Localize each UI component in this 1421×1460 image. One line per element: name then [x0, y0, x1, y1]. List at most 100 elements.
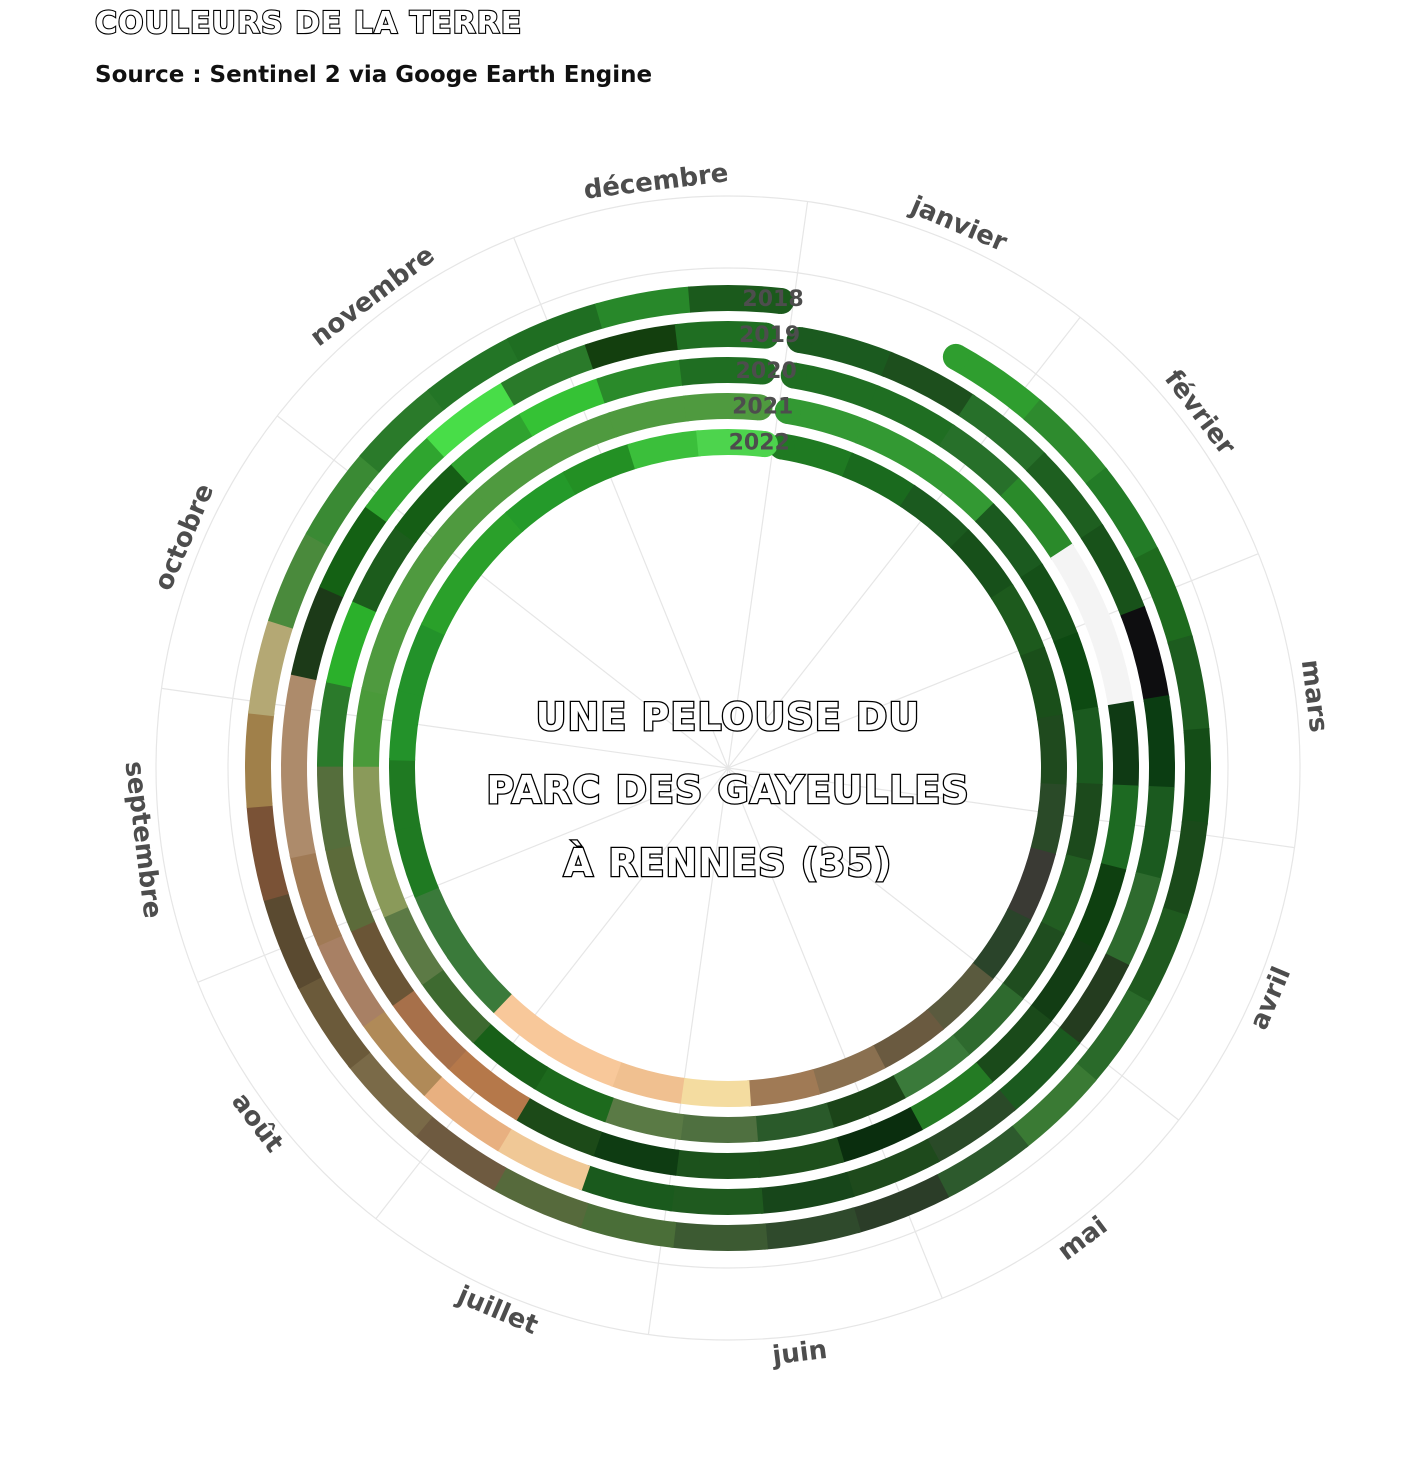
- ring-segment: [997, 1027, 1081, 1112]
- ring-segment: [281, 763, 316, 859]
- ring-segment: [422, 1074, 512, 1152]
- ring-segment: [450, 412, 535, 484]
- ring-segment: [1037, 714, 1067, 787]
- ring-segment: [391, 988, 467, 1070]
- ring-segment: [389, 688, 424, 762]
- month-label: mars: [1295, 658, 1334, 734]
- month-label: décembre: [582, 158, 730, 206]
- ring-segment: [317, 763, 351, 851]
- ring-segment: [383, 904, 444, 985]
- ring-segment: [246, 802, 289, 902]
- year-ring: [245, 285, 1211, 1251]
- ring-segment: [352, 525, 418, 613]
- ring-start-cap: [774, 397, 801, 424]
- ring-segment: [850, 1174, 950, 1234]
- grid-circle: [155, 195, 1301, 1341]
- ring-segment: [668, 1185, 764, 1215]
- year-ring: [317, 357, 1139, 1179]
- ring-segment: [610, 1061, 685, 1104]
- ring-segment: [1080, 523, 1146, 619]
- ring-segment: [365, 435, 447, 523]
- ring-segment: [678, 1113, 759, 1143]
- ring-segment: [1100, 784, 1139, 873]
- ring-segment: [1053, 632, 1099, 714]
- ring-segment: [1072, 862, 1127, 952]
- month-label: février: [1158, 364, 1241, 461]
- ring-segment: [924, 1089, 1017, 1164]
- ring-segment: [1135, 785, 1175, 882]
- ring-segment: [881, 351, 976, 418]
- ring-segment: [397, 622, 446, 697]
- ring-segment: [1050, 543, 1113, 632]
- ring-segment: [577, 1202, 677, 1248]
- ring-segment: [1162, 819, 1208, 919]
- ring-segment: [326, 598, 378, 688]
- ring-start-cap: [780, 362, 807, 389]
- ring-segment: [669, 1221, 768, 1251]
- ring-segment: [319, 504, 389, 598]
- ring-segment: [602, 1096, 685, 1141]
- ring-segment: [578, 1164, 676, 1212]
- ring-segment: [1167, 634, 1210, 734]
- ring-segment: [627, 430, 701, 470]
- ring-segment: [1001, 921, 1065, 1001]
- ring-segment: [281, 671, 317, 767]
- ring-segment: [842, 452, 917, 508]
- ring-segment: [446, 1048, 531, 1121]
- ring-segment: [413, 1114, 507, 1191]
- center-line-2: PARC DES GAYEULLES: [486, 768, 969, 812]
- ring-segment: [492, 992, 564, 1057]
- ring-segment: [347, 1049, 433, 1137]
- ring-segment: [1072, 706, 1103, 787]
- ring-segment: [290, 584, 345, 681]
- chart-title: COULEURS DE LA TERRE: [94, 5, 523, 42]
- ring-segment: [1104, 871, 1162, 968]
- ring-segment: [844, 1138, 940, 1198]
- ring-segment: [519, 377, 608, 437]
- ring-segment: [506, 302, 606, 362]
- ring-segment: [245, 709, 275, 808]
- year-label: 2020: [736, 359, 797, 384]
- month-label: janvier: [905, 190, 1011, 258]
- month-label: novembre: [305, 240, 441, 353]
- ring-segment: [305, 453, 382, 547]
- ring-segment: [891, 1034, 970, 1100]
- ring-segment: [423, 489, 495, 565]
- ring-segment: [446, 942, 512, 1014]
- ring-segment: [1126, 907, 1189, 1006]
- ring-end-cap: [749, 358, 776, 385]
- center-line-3: À RENNES (35): [564, 841, 893, 885]
- year-labels: 2018 2019 2020 2021 2022: [729, 287, 804, 455]
- ring-segment: [824, 1075, 906, 1129]
- ring-segment: [1000, 477, 1074, 561]
- ring-segment: [871, 1009, 945, 1070]
- ring-segment: [353, 687, 388, 767]
- ring-segment: [316, 933, 385, 1027]
- year-ring: [389, 429, 1067, 1107]
- ring-segment: [834, 1106, 923, 1163]
- ring-segment: [756, 1137, 845, 1178]
- ring-segment: [490, 1166, 589, 1229]
- ring-segment: [1074, 989, 1151, 1083]
- ring-segment: [590, 1130, 680, 1176]
- ring-start-cap: [942, 343, 969, 370]
- year-label: 2022: [729, 431, 790, 456]
- ring-segment: [1020, 646, 1064, 721]
- ring-segment: [353, 764, 387, 844]
- ring-segment: [457, 510, 525, 580]
- ring-segment: [1143, 694, 1175, 791]
- ring-segment: [1107, 700, 1139, 789]
- ring-segment: [495, 1127, 591, 1191]
- ring-segment: [267, 530, 330, 629]
- ring-segment: [420, 967, 492, 1044]
- ring-segment: [938, 424, 1021, 499]
- ring-segment: [958, 393, 1047, 473]
- ring-segment: [934, 1125, 1029, 1199]
- ring-segment: [1085, 467, 1159, 562]
- year-label: 2021: [732, 395, 793, 420]
- ring-segment: [990, 583, 1046, 659]
- ring-segment: [678, 1077, 752, 1107]
- year-ring: [353, 393, 1103, 1143]
- ring-segment: [532, 1065, 614, 1123]
